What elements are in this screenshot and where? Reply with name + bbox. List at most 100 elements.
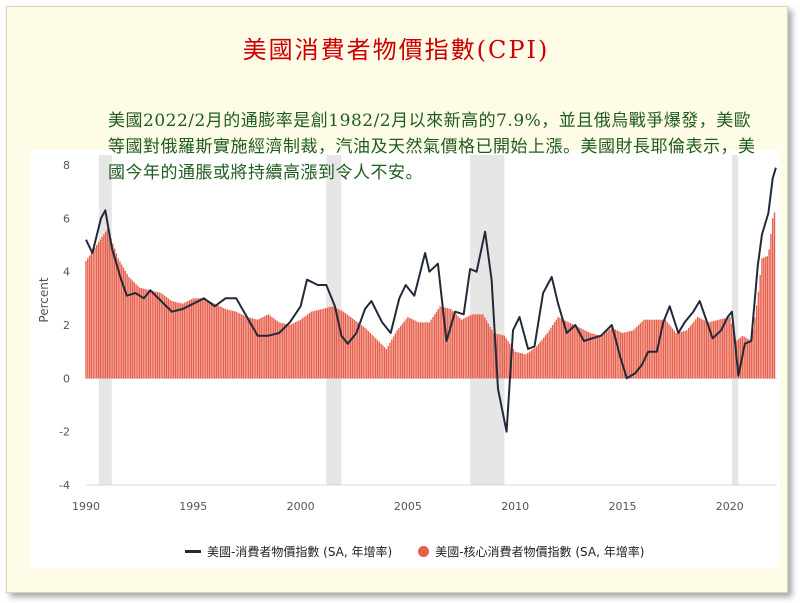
core-bar-332 <box>679 332 681 379</box>
core-bar-32 <box>142 288 144 379</box>
core-bar-108 <box>278 322 280 379</box>
core-bar-151 <box>355 321 357 379</box>
core-bar-365 <box>738 338 740 379</box>
core-bar-307 <box>634 328 636 379</box>
core-bar-264 <box>557 317 559 379</box>
core-bar-246 <box>525 354 527 379</box>
core-bar-231 <box>498 334 500 379</box>
y-axis-ticks: 8 6 4 2 0 -2 -4 <box>59 159 70 492</box>
core-bar-227 <box>491 329 493 379</box>
core-bar-120 <box>299 319 302 379</box>
core-bar-275 <box>577 326 579 379</box>
core-bar-258 <box>546 333 549 379</box>
core-bar-257 <box>544 335 547 379</box>
core-bar-351 <box>712 321 715 379</box>
core-bar-343 <box>698 317 701 379</box>
core-bar-81 <box>230 310 232 379</box>
y-tick-5: -2 <box>59 426 70 439</box>
core-bar-150 <box>353 319 355 379</box>
core-bar-125 <box>308 313 311 379</box>
core-bar-187 <box>419 322 422 379</box>
core-bar-87 <box>240 314 243 379</box>
core-bar-375 <box>755 305 758 379</box>
core-bar-305 <box>630 330 633 379</box>
core-bar-359 <box>727 317 729 379</box>
core-bar-177 <box>401 323 404 379</box>
core-bar-346 <box>704 320 706 379</box>
core-bar-250 <box>532 349 534 379</box>
y-tick-1: 6 <box>63 212 70 225</box>
core-bar-240 <box>514 351 516 379</box>
core-bar-104 <box>271 317 273 379</box>
core-bar-324 <box>664 319 667 379</box>
core-bar-328 <box>671 328 674 379</box>
core-bar-9 <box>101 237 103 379</box>
core-bar-119 <box>298 320 300 379</box>
y-tick-4: 0 <box>63 372 70 385</box>
core-bar-303 <box>627 331 629 379</box>
core-bar-41 <box>158 292 161 379</box>
core-bar-237 <box>509 343 511 379</box>
core-bar-132 <box>321 309 323 379</box>
core-bar-37 <box>151 290 153 379</box>
x-tick-6: 2020 <box>716 500 744 513</box>
x-tick-4: 2010 <box>501 500 529 513</box>
core-bar-282 <box>589 333 592 379</box>
core-bar-50 <box>174 301 177 379</box>
core-bar-338 <box>689 325 692 379</box>
core-bar-355 <box>720 319 722 379</box>
core-bar-360 <box>729 317 731 379</box>
core-bar-209 <box>459 317 461 379</box>
core-bar-268 <box>564 320 566 379</box>
core-cpi-bars <box>85 212 776 379</box>
core-bar-270 <box>568 322 570 379</box>
x-tick-0: 1990 <box>72 500 100 513</box>
core-bar-93 <box>251 318 254 379</box>
core-bar-172 <box>392 336 395 379</box>
core-bar-107 <box>276 321 279 379</box>
core-bar-326 <box>668 324 670 379</box>
core-bar-19 <box>119 261 121 379</box>
core-bar-118 <box>296 321 298 379</box>
core-bar-342 <box>696 317 699 379</box>
core-bar-377 <box>759 275 761 379</box>
core-bar-57 <box>187 301 189 379</box>
legend-line-swatch <box>185 550 201 553</box>
core-bar-376 <box>757 291 760 379</box>
core-bar-189 <box>423 322 425 379</box>
core-bar-79 <box>226 309 228 379</box>
core-bar-25 <box>130 278 132 379</box>
y-tick-3: 2 <box>63 319 70 332</box>
core-bar-274 <box>575 325 577 379</box>
core-bar-133 <box>323 308 325 379</box>
core-bar-196 <box>435 311 438 379</box>
core-bar-179 <box>405 319 407 379</box>
core-bar-384 <box>772 218 774 379</box>
core-bar-38 <box>153 291 155 379</box>
core-bar-96 <box>256 319 259 379</box>
core-bar-372 <box>750 341 752 379</box>
core-bar-60 <box>192 298 194 379</box>
core-bar-186 <box>417 322 420 379</box>
core-bar-8 <box>99 239 102 379</box>
core-bar-263 <box>555 319 558 379</box>
core-bar-143 <box>341 310 343 379</box>
core-bar-6 <box>96 245 98 379</box>
core-bar-169 <box>387 345 389 379</box>
core-bar-33 <box>144 289 146 379</box>
core-bar-183 <box>412 319 414 379</box>
core-bar-7 <box>97 242 100 379</box>
core-bar-174 <box>396 330 398 379</box>
core-bar-354 <box>718 319 720 379</box>
core-bar-10 <box>103 234 105 379</box>
core-bar-128 <box>314 310 316 379</box>
core-bar-160 <box>371 334 373 379</box>
core-bar-185 <box>416 321 418 379</box>
core-bar-317 <box>652 319 654 379</box>
core-bar-27 <box>133 282 135 379</box>
y-tick-2: 4 <box>63 266 70 279</box>
core-bar-340 <box>693 321 695 379</box>
core-bar-103 <box>269 315 271 379</box>
core-bar-228 <box>493 333 495 379</box>
core-bar-232 <box>500 334 502 379</box>
